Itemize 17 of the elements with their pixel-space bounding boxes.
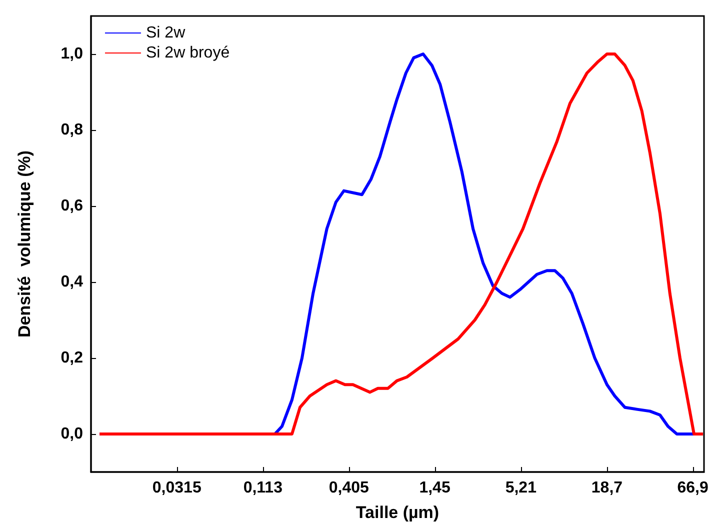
y-tick-label: 0,2 [60,350,84,366]
y-tick-label: 0,6 [60,198,84,214]
x-tick-label: 0,405 [328,480,369,496]
x-tick-label: 0,113 [243,480,283,496]
x-tick-label: 0,0315 [152,480,202,496]
legend-label: Si 2w broyé [146,44,230,62]
x-axis-title: Taille (µm) [356,503,440,522]
x-tick-label: 5,21 [505,480,537,496]
x-tick-label: 66,9 [677,480,708,496]
x-tick-label: 1,45 [419,480,450,496]
y-tick-label: 0,8 [60,122,84,138]
x-tick-label: 18,7 [591,480,623,496]
y-tick-label: 1,0 [60,46,84,62]
y-tick-label: 0,0 [60,426,84,442]
legend-label: Si 2w [146,24,186,42]
y-tick-label: 0,4 [60,274,84,290]
y-axis-title: Densité volumique (%) [15,150,34,338]
